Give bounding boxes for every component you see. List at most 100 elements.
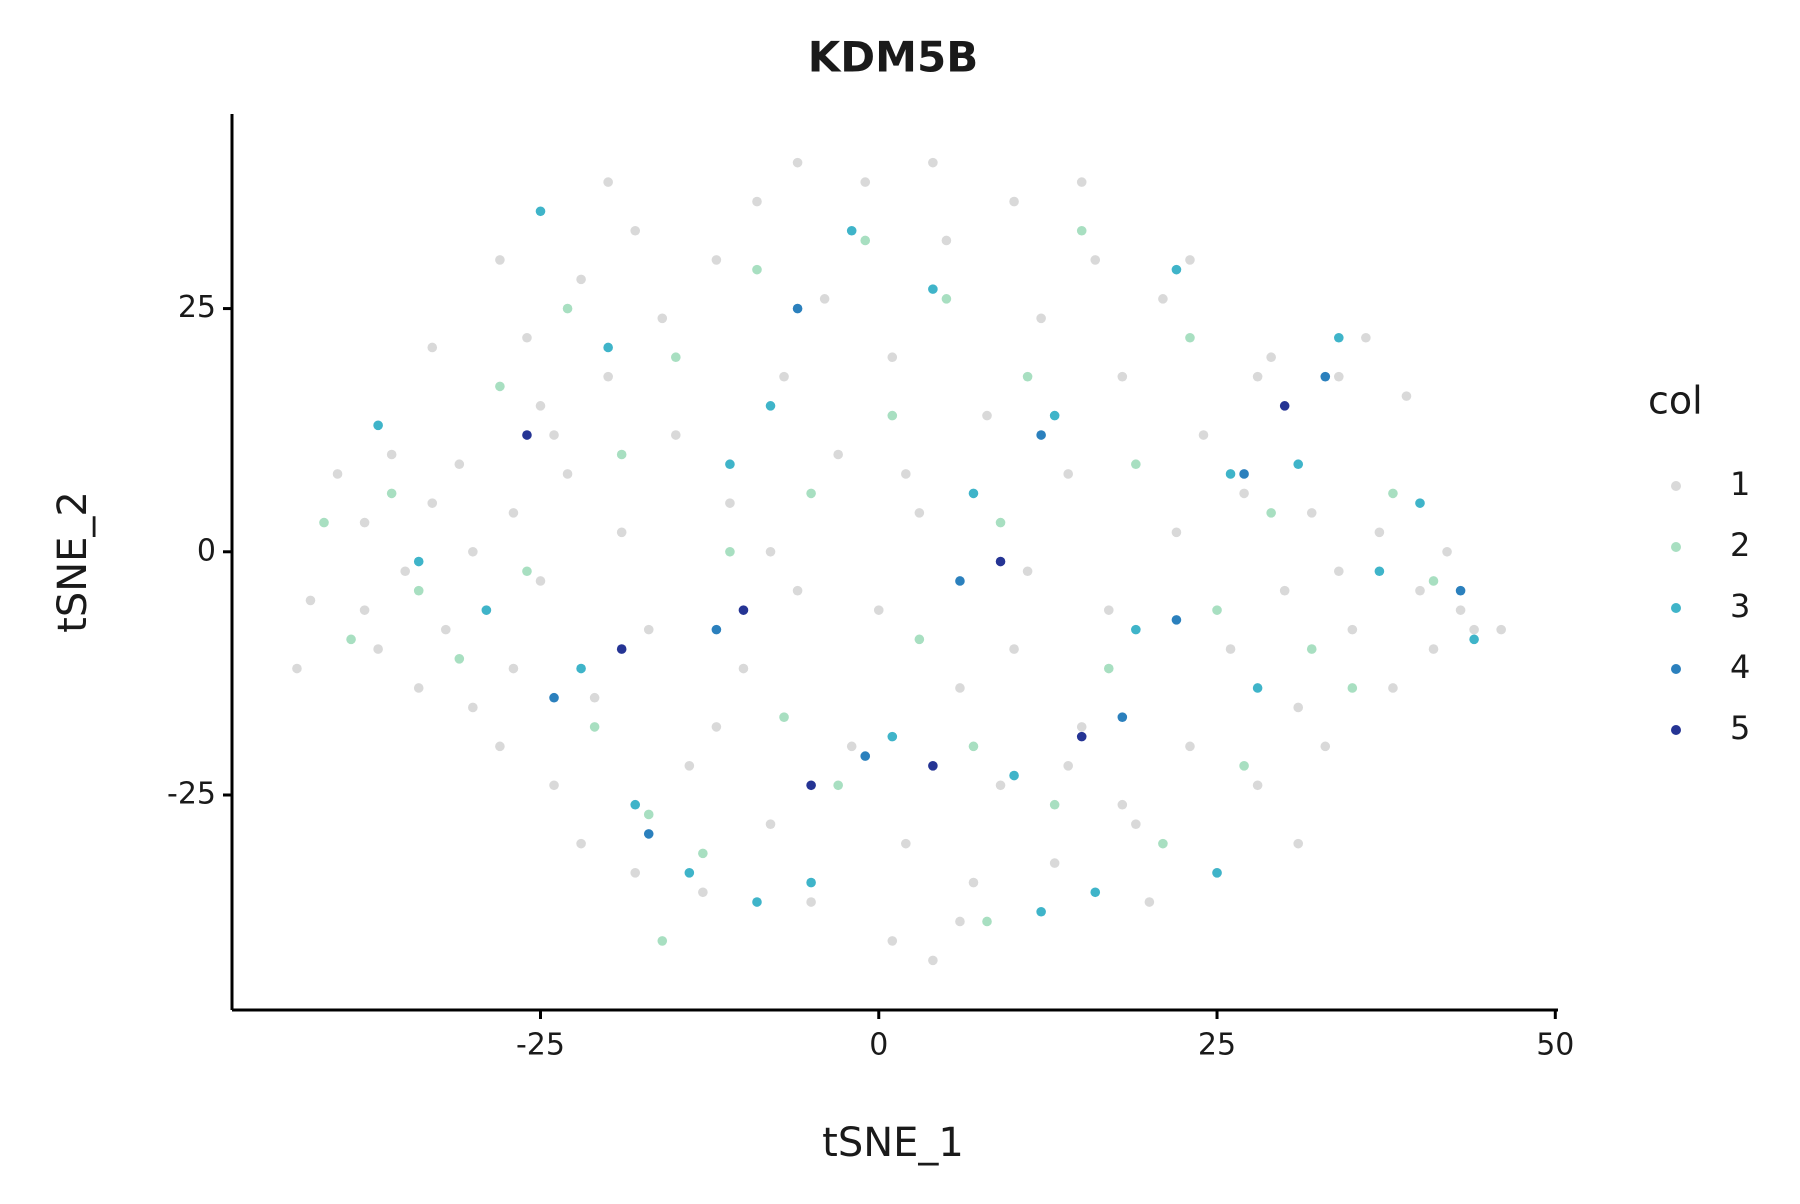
point [549, 780, 559, 791]
point [1063, 469, 1073, 479]
point [1239, 469, 1249, 479]
point [413, 683, 424, 693]
point [901, 469, 911, 479]
point [901, 838, 911, 849]
legend-marker [1671, 542, 1681, 552]
point [1225, 469, 1236, 479]
point [427, 342, 438, 353]
point [1306, 508, 1317, 518]
point [630, 225, 641, 236]
point [1266, 352, 1276, 363]
point [1212, 868, 1222, 878]
point [914, 634, 925, 645]
point [955, 683, 965, 693]
point [562, 469, 573, 479]
point [928, 284, 938, 294]
point [603, 177, 613, 187]
point [1388, 683, 1398, 693]
point [1279, 585, 1290, 596]
point [1076, 225, 1087, 236]
point [643, 829, 654, 839]
x-tick-label: 25 [1198, 1028, 1236, 1063]
point [765, 819, 776, 829]
point [643, 624, 654, 635]
point [1279, 401, 1290, 411]
point [1049, 858, 1060, 868]
point [779, 712, 789, 722]
point [522, 430, 532, 440]
point [1225, 644, 1236, 654]
point [1063, 761, 1073, 771]
point [968, 741, 979, 752]
x-tick-label: 0 [869, 1028, 888, 1063]
point [535, 576, 546, 586]
point [400, 566, 410, 577]
point [535, 206, 546, 217]
point [1415, 585, 1425, 596]
points [292, 157, 1506, 966]
point [806, 780, 816, 791]
point [1334, 371, 1344, 382]
point [1022, 371, 1033, 382]
chart-title: KDM5B [808, 33, 978, 82]
point [1266, 508, 1276, 518]
point [1036, 906, 1046, 917]
point [819, 294, 830, 304]
point [887, 410, 898, 421]
point [684, 761, 695, 771]
point [995, 517, 1006, 528]
point [1090, 887, 1101, 898]
point [643, 809, 654, 820]
y-axis-title: tSNE_2 [50, 491, 96, 633]
point [698, 887, 708, 898]
point [806, 488, 816, 499]
point [779, 371, 789, 382]
point [725, 546, 735, 557]
point [373, 420, 383, 431]
point [603, 342, 613, 353]
point [792, 303, 803, 314]
point [481, 605, 492, 615]
point [576, 274, 586, 285]
point [1117, 371, 1128, 382]
point [603, 371, 613, 382]
point [887, 352, 898, 363]
x-tick-label: -25 [516, 1028, 565, 1063]
point [1293, 838, 1304, 849]
point [1347, 683, 1358, 693]
point [792, 585, 803, 596]
point [1049, 799, 1060, 810]
point [1320, 741, 1331, 752]
legend-marker [1671, 481, 1681, 491]
point [630, 868, 641, 878]
y-tick-label: 0 [197, 533, 216, 568]
point [292, 663, 302, 674]
point [995, 780, 1006, 791]
point [1158, 294, 1168, 304]
point [589, 722, 600, 732]
point [657, 936, 668, 946]
point [576, 663, 586, 674]
point [752, 196, 762, 207]
point [454, 653, 465, 664]
point [1036, 313, 1046, 324]
point [495, 255, 505, 265]
point [752, 264, 762, 275]
point [982, 410, 992, 421]
y-tick-label: 25 [178, 290, 216, 325]
point [765, 546, 776, 557]
point [1117, 799, 1128, 810]
point [914, 508, 925, 518]
point [305, 595, 316, 606]
point [1334, 332, 1344, 343]
point [1036, 430, 1046, 440]
legend-marker [1671, 603, 1681, 613]
point [1252, 683, 1263, 693]
point [846, 741, 857, 752]
point [752, 897, 762, 907]
point [955, 916, 965, 927]
point [1049, 410, 1060, 421]
point [684, 868, 695, 878]
point [427, 498, 438, 508]
point [616, 644, 627, 654]
